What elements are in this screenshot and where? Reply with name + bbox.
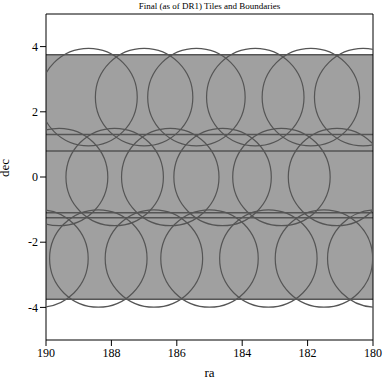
svg-text:ra: ra <box>204 365 214 379</box>
svg-text:186: 186 <box>168 346 186 360</box>
svg-text:180: 180 <box>364 346 375 360</box>
svg-text:190: 190 <box>37 346 55 360</box>
svg-text:2: 2 <box>32 105 38 119</box>
svg-text:dec: dec <box>8 159 12 177</box>
svg-text:0: 0 <box>32 170 38 184</box>
svg-text:182: 182 <box>299 346 317 360</box>
svg-text:-4: -4 <box>28 301 38 315</box>
svg-text:-2: -2 <box>28 235 38 249</box>
svg-text:188: 188 <box>102 346 120 360</box>
html-text:Final (as of DR1) Tiles and Bo: Final (as of DR1) Tiles and Boundaries <box>138 1 281 11</box>
svg-text:4: 4 <box>32 40 38 54</box>
svg-text:184: 184 <box>233 346 251 360</box>
